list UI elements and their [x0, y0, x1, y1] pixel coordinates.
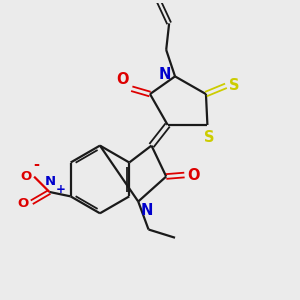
Text: O: O	[20, 169, 31, 183]
Text: O: O	[18, 197, 29, 210]
Text: O: O	[188, 167, 200, 182]
Text: O: O	[116, 72, 129, 87]
Text: N: N	[159, 68, 172, 82]
Text: S: S	[204, 130, 214, 145]
Text: -: -	[34, 157, 40, 172]
Text: +: +	[56, 183, 66, 196]
Text: N: N	[45, 176, 56, 188]
Text: S: S	[229, 78, 239, 93]
Text: N: N	[141, 203, 153, 218]
